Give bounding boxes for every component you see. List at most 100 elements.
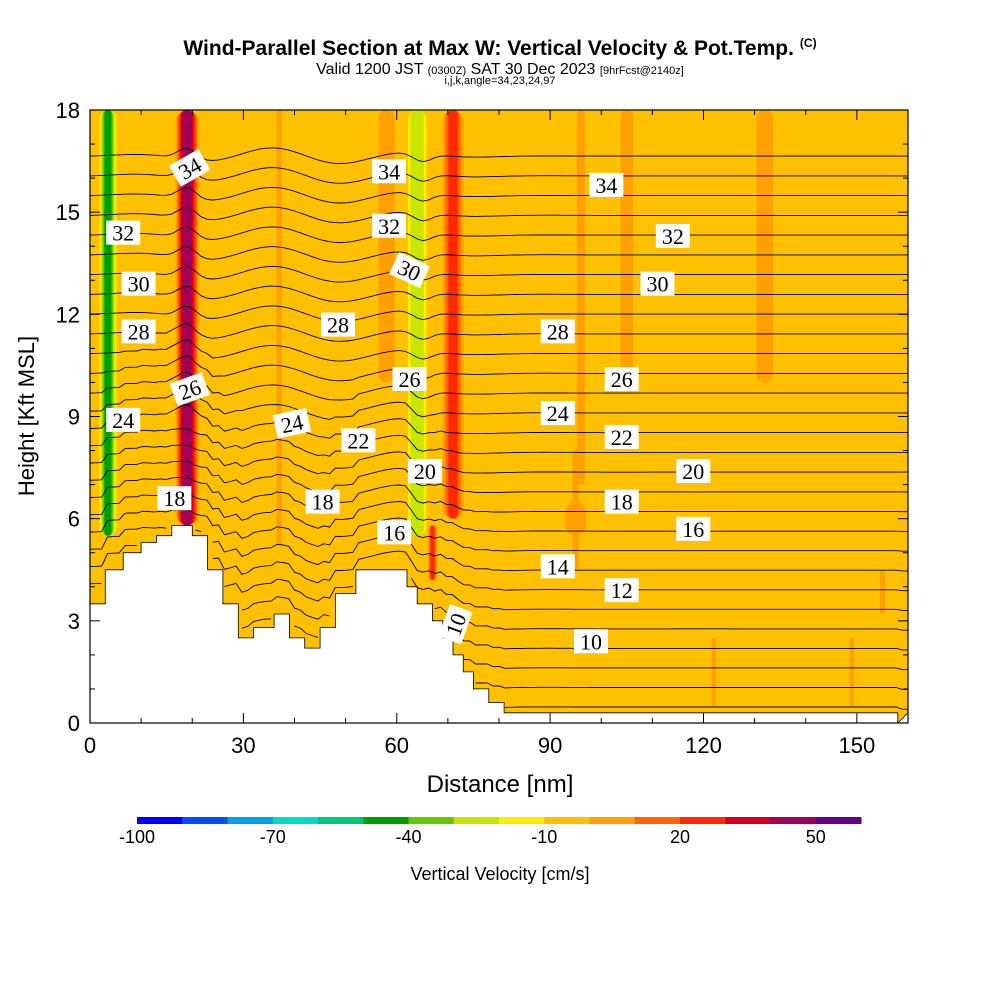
theta-label-text: 24 bbox=[279, 409, 306, 438]
velocity-band-0-3 bbox=[104, 110, 112, 536]
theta-label-bg bbox=[407, 458, 442, 483]
chart-title: Wind-Parallel Section at Max W: Vertical… bbox=[0, 36, 1000, 61]
theta-label-bg bbox=[676, 458, 711, 483]
theta-contour-37 bbox=[90, 167, 908, 184]
x-tick-label: 30 bbox=[231, 733, 255, 758]
theta-contour-19 bbox=[90, 493, 908, 533]
theta-label-text: 20 bbox=[414, 459, 436, 484]
theta-label-bg bbox=[604, 424, 639, 449]
theta-contour-31 bbox=[90, 285, 908, 303]
theta-label-bg bbox=[640, 271, 675, 296]
theta-label-bg bbox=[372, 159, 407, 184]
theta-label-bg bbox=[169, 372, 210, 407]
x-tick-label: 120 bbox=[685, 733, 722, 758]
theta-label-bg bbox=[574, 629, 609, 654]
theta-label-bg bbox=[372, 213, 407, 238]
theta-label-text: 22 bbox=[347, 428, 369, 453]
theta-label-28: 12 bbox=[604, 578, 639, 603]
theta-label-20: 20 bbox=[407, 458, 442, 484]
colorbar-swatch bbox=[544, 817, 590, 824]
theta-contours bbox=[90, 147, 908, 710]
theta-contour-15 bbox=[90, 577, 908, 611]
theta-label-text: 26 bbox=[399, 367, 421, 392]
theta-label-30: 10 bbox=[574, 629, 609, 654]
y-tick-label: 3 bbox=[68, 609, 80, 634]
theta-label-5: 32 bbox=[655, 224, 690, 249]
theta-label-bg bbox=[540, 401, 575, 426]
theta-label-text: 22 bbox=[611, 425, 633, 450]
theta-label-bg bbox=[604, 578, 639, 603]
theta-label-22: 18 bbox=[157, 486, 192, 511]
theta-contour-23 bbox=[90, 428, 908, 457]
colorbar-tick-label: -100 bbox=[119, 827, 155, 847]
colorbar-swatch bbox=[363, 817, 409, 824]
theta-label-text: 10 bbox=[580, 629, 602, 654]
theta-label-17: 24 bbox=[540, 401, 575, 426]
theta-contour-29 bbox=[90, 323, 908, 342]
theta-label-bg bbox=[121, 271, 156, 296]
theta-label-21: 20 bbox=[676, 458, 711, 484]
theta-contour-30 bbox=[90, 305, 908, 323]
theta-label-27: 14 bbox=[540, 554, 575, 579]
velocity-band-8-0 bbox=[620, 110, 633, 383]
colorbar: -100 -70 -40 -10 20 50 bbox=[119, 817, 862, 847]
colorbar-swatch bbox=[182, 817, 228, 824]
theta-label-text: 32 bbox=[378, 214, 400, 239]
theta-label-text: 32 bbox=[112, 221, 134, 246]
x-tick-label: 0 bbox=[84, 733, 96, 758]
theta-label-bg bbox=[676, 516, 711, 541]
theta-label-bg bbox=[589, 172, 624, 197]
theta-label-25: 16 bbox=[377, 520, 412, 545]
theta-label-text: 30 bbox=[646, 272, 668, 297]
colorbar-swatch bbox=[318, 817, 364, 824]
theta-label-text: 16 bbox=[682, 517, 704, 542]
theta-label-text: 18 bbox=[312, 490, 334, 515]
theta-contour-10 bbox=[504, 706, 908, 710]
colorbar-swatch bbox=[137, 817, 183, 824]
theta-label-26: 16 bbox=[676, 516, 711, 542]
theta-label-bg bbox=[604, 367, 639, 392]
theta-label-bg bbox=[106, 220, 141, 245]
colorbar-tick-label: 50 bbox=[806, 827, 826, 847]
theta-label-4: 32 bbox=[372, 213, 407, 239]
y-tick-label: 9 bbox=[68, 405, 80, 430]
theta-label-text: 24 bbox=[112, 408, 134, 433]
theta-label-bg bbox=[121, 319, 156, 344]
theta-contour-24 bbox=[90, 404, 908, 439]
valid-prefix: Valid 1200 JST bbox=[316, 61, 424, 78]
colorbar-swatch bbox=[815, 817, 862, 824]
y-tick-label: 18 bbox=[56, 98, 80, 123]
theta-contour-11 bbox=[475, 682, 908, 690]
theta-contour-26 bbox=[90, 371, 908, 401]
velocity-band-9-0 bbox=[756, 110, 774, 383]
y-tick-label: 12 bbox=[56, 302, 80, 327]
theta-label-15: 24 bbox=[106, 407, 141, 433]
x-axis-label: Distance [nm] bbox=[427, 771, 574, 798]
theta-label-bg bbox=[157, 486, 192, 511]
theta-contour-28 bbox=[90, 339, 908, 362]
theta-label-6: 30 bbox=[121, 271, 156, 297]
forecast-info: [9hrFcst@2140z] bbox=[599, 65, 684, 77]
theta-label-text: 12 bbox=[611, 578, 633, 603]
colorbar-swatch bbox=[589, 817, 636, 824]
y-tick-label: 0 bbox=[68, 711, 80, 736]
theta-contour-35 bbox=[90, 206, 908, 224]
theta-label-18: 22 bbox=[341, 428, 376, 453]
velocity-band-2-0 bbox=[276, 110, 282, 546]
velocity-band-6-0 bbox=[378, 110, 395, 383]
colorbar-swatch bbox=[725, 817, 771, 824]
theta-label-bg bbox=[438, 604, 473, 645]
theta-label-10: 28 bbox=[320, 312, 355, 338]
valid-date: SAT 30 Dec 2023 bbox=[470, 61, 596, 78]
theta-label-bg bbox=[389, 252, 431, 289]
theta-label-11: 28 bbox=[540, 319, 575, 344]
valid-utc: (0300Z) bbox=[427, 65, 467, 77]
colorbar-swatch bbox=[499, 817, 545, 824]
valid-time: Valid 1200 JST (0300Z) SAT 30 Dec 2023 [… bbox=[0, 61, 1000, 79]
theta-contour-38 bbox=[90, 147, 908, 164]
grid-indices: i,j,k,angle=34,23,24,97 bbox=[444, 75, 556, 87]
axes: 0 30 60 90 120 150 0 3 6 9 12 15 18 bbox=[56, 98, 909, 758]
theta-label-bg bbox=[272, 408, 312, 439]
colorbar-swatch bbox=[408, 817, 455, 824]
